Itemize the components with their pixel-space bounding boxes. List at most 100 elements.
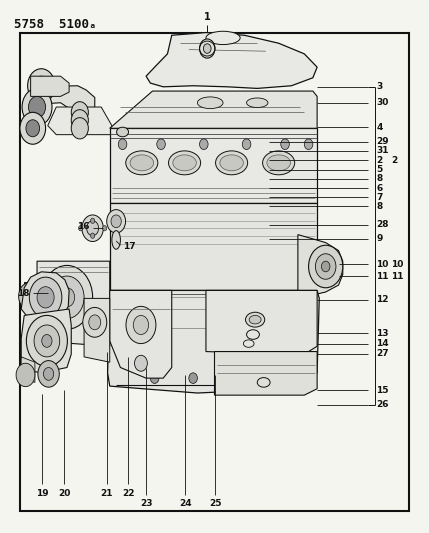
Circle shape <box>135 356 148 371</box>
Ellipse shape <box>220 155 243 171</box>
Text: 4: 4 <box>376 123 383 132</box>
Text: 8: 8 <box>376 174 382 183</box>
Text: 29: 29 <box>376 137 389 146</box>
Text: 12: 12 <box>376 295 389 304</box>
Circle shape <box>203 44 211 53</box>
Polygon shape <box>30 76 69 96</box>
Circle shape <box>287 373 296 383</box>
Text: 26: 26 <box>376 400 389 409</box>
Text: 16: 16 <box>77 222 90 231</box>
Circle shape <box>41 265 93 329</box>
Text: 2: 2 <box>391 156 397 165</box>
Circle shape <box>227 373 236 383</box>
Circle shape <box>79 225 83 231</box>
Circle shape <box>199 39 215 58</box>
Text: 6: 6 <box>376 184 382 193</box>
Text: 18: 18 <box>17 288 30 297</box>
Text: 3: 3 <box>376 82 382 91</box>
Ellipse shape <box>263 151 295 175</box>
Text: 17: 17 <box>124 242 136 251</box>
Circle shape <box>111 215 121 228</box>
Circle shape <box>82 215 103 241</box>
Polygon shape <box>110 290 172 378</box>
Circle shape <box>26 316 67 367</box>
Text: 5: 5 <box>376 165 382 174</box>
Polygon shape <box>21 272 69 322</box>
Text: 7: 7 <box>376 193 383 202</box>
Text: 2: 2 <box>376 156 382 165</box>
Circle shape <box>28 96 45 118</box>
Text: 20: 20 <box>58 489 70 498</box>
Circle shape <box>83 308 107 337</box>
Text: 23: 23 <box>140 499 152 508</box>
Text: 8: 8 <box>376 202 382 211</box>
Circle shape <box>308 245 343 288</box>
Polygon shape <box>108 290 319 393</box>
Circle shape <box>133 316 148 335</box>
Circle shape <box>26 120 39 137</box>
Polygon shape <box>298 235 343 298</box>
Circle shape <box>59 288 75 307</box>
Circle shape <box>89 315 101 330</box>
Ellipse shape <box>215 151 248 175</box>
Polygon shape <box>110 203 317 290</box>
Text: 28: 28 <box>376 220 389 229</box>
Circle shape <box>189 373 197 383</box>
Circle shape <box>20 112 45 144</box>
Polygon shape <box>206 290 317 354</box>
Text: 14: 14 <box>376 339 389 348</box>
Polygon shape <box>110 128 317 203</box>
Circle shape <box>199 139 208 150</box>
Text: 11: 11 <box>376 272 389 280</box>
Circle shape <box>157 139 165 150</box>
Text: 10: 10 <box>376 260 389 269</box>
Circle shape <box>91 233 95 238</box>
Text: 30: 30 <box>376 98 389 107</box>
Circle shape <box>262 373 270 383</box>
Circle shape <box>260 338 272 354</box>
Text: 15: 15 <box>376 386 389 395</box>
Text: 31: 31 <box>376 146 389 155</box>
Text: 27: 27 <box>376 349 389 358</box>
Circle shape <box>107 209 126 233</box>
Circle shape <box>18 282 41 310</box>
Text: 19: 19 <box>36 489 48 498</box>
Text: 9: 9 <box>376 235 383 244</box>
Polygon shape <box>33 86 95 111</box>
Circle shape <box>71 102 88 123</box>
Polygon shape <box>24 282 43 310</box>
Ellipse shape <box>267 155 290 171</box>
Polygon shape <box>84 298 110 362</box>
Circle shape <box>34 325 60 357</box>
Circle shape <box>118 139 127 150</box>
Polygon shape <box>214 352 317 395</box>
Polygon shape <box>37 261 110 346</box>
Ellipse shape <box>173 155 196 171</box>
Circle shape <box>126 306 156 344</box>
Text: 10: 10 <box>391 260 404 269</box>
Circle shape <box>27 69 55 103</box>
Circle shape <box>22 88 52 126</box>
Circle shape <box>315 254 336 279</box>
Ellipse shape <box>130 155 154 171</box>
Ellipse shape <box>112 231 121 249</box>
Text: 1: 1 <box>204 12 211 22</box>
Circle shape <box>304 139 313 150</box>
Polygon shape <box>21 357 35 382</box>
Circle shape <box>71 118 88 139</box>
Ellipse shape <box>245 312 265 327</box>
Ellipse shape <box>206 31 240 45</box>
Circle shape <box>42 335 52 348</box>
Circle shape <box>91 218 95 223</box>
Circle shape <box>29 277 62 318</box>
Circle shape <box>38 361 59 387</box>
Ellipse shape <box>169 151 201 175</box>
Ellipse shape <box>249 316 261 324</box>
Ellipse shape <box>247 98 268 108</box>
Circle shape <box>37 287 54 308</box>
Circle shape <box>103 225 107 231</box>
Circle shape <box>281 139 289 150</box>
Text: 5758  5100ₐ: 5758 5100ₐ <box>14 18 96 31</box>
Circle shape <box>87 221 99 236</box>
Polygon shape <box>110 91 317 128</box>
